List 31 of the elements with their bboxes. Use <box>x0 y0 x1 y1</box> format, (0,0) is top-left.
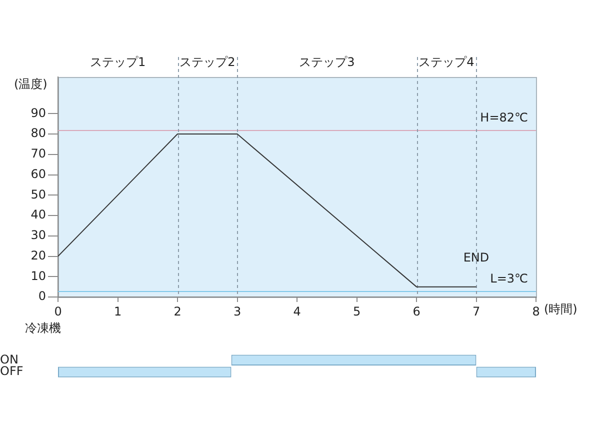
text: ステップ1 <box>90 55 146 70</box>
y-axis-title: 冷凍機 <box>25 321 61 336</box>
x-tick-label: 8 <box>532 304 540 318</box>
y-tick-label: 0 <box>38 289 46 304</box>
x-tick-label: 2 <box>174 304 182 318</box>
x-tick-label: 4 <box>293 304 301 318</box>
y-tick-label: 60 <box>30 166 46 181</box>
x-tick-label: 1 <box>114 304 122 318</box>
y-tick-label: 40 <box>30 208 46 222</box>
x-tick-label: 6 <box>412 304 420 318</box>
text: ステップ4 <box>418 55 474 70</box>
y-tick-label: 80 <box>30 126 46 140</box>
y-tick-label: OFF <box>0 364 24 378</box>
y-tick-label: ON <box>0 352 18 366</box>
ref-line-label: H=82℃ <box>480 110 528 125</box>
text: ステップ3 <box>299 55 355 70</box>
y-axis-title: (温度) <box>14 77 48 92</box>
ref-line-label: L=3℃ <box>490 272 528 286</box>
x-axis-title: (時間) <box>544 302 578 316</box>
text: ステップ2 <box>180 55 236 70</box>
y-tick-label: 20 <box>30 248 46 262</box>
y-tick-label: 30 <box>30 228 46 242</box>
x-tick-label: 7 <box>472 304 480 318</box>
x-tick-label: 5 <box>352 304 361 318</box>
y-tick-label: 10 <box>30 268 46 283</box>
y-tick-label: 90 <box>30 106 46 120</box>
y-tick-label: 70 <box>30 146 46 161</box>
y-tick-label: 50 <box>30 187 46 202</box>
annotation: END <box>463 250 490 264</box>
x-tick-label: 0 <box>54 304 62 318</box>
x-tick-label: 3 <box>233 304 242 318</box>
